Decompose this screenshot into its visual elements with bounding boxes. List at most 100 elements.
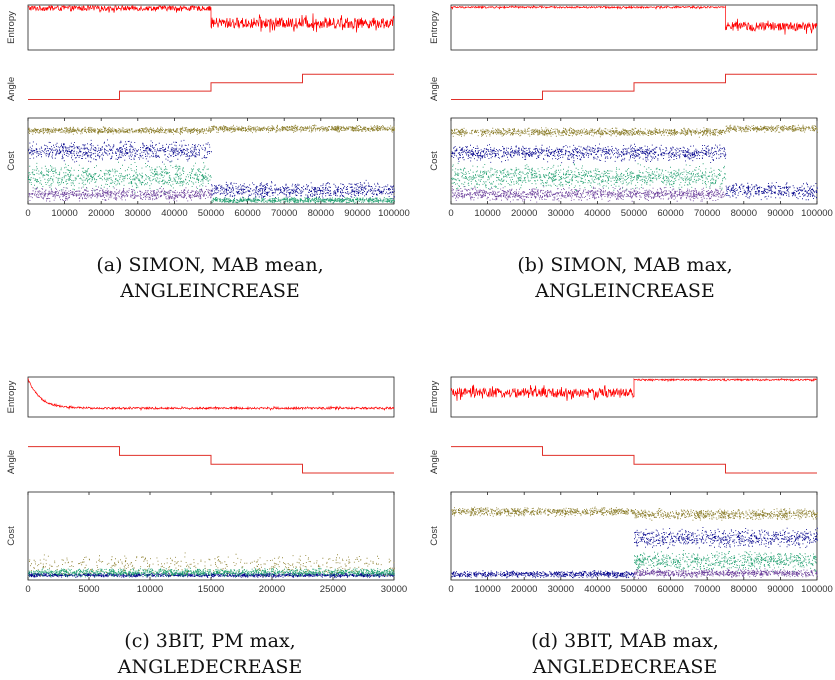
caption-d: (d) 3BIT, MAB max, ANGLEDECREASE bbox=[435, 628, 815, 680]
x-tick-label: 50000 bbox=[621, 584, 647, 595]
caption-a-line1: (a) SIMON, MAB mean, bbox=[96, 254, 324, 276]
cost-band-1 bbox=[28, 126, 212, 135]
entropy-series bbox=[27, 4, 395, 33]
x-tick-label: 30000 bbox=[125, 208, 151, 219]
x-tick-label: 20000 bbox=[88, 208, 114, 219]
entropy-series bbox=[450, 4, 818, 35]
cost-ylabel: Cost bbox=[6, 151, 17, 171]
cost-band-3 bbox=[634, 508, 818, 521]
cost-points bbox=[451, 506, 818, 579]
chart-svg: Entropy Angle Cost 0 5000 10000 15000 20000 2500… bbox=[6, 376, 407, 595]
entropy-series bbox=[450, 377, 818, 401]
cost-band-5 bbox=[211, 124, 395, 134]
cost-band-5 bbox=[634, 568, 818, 579]
angle-ylabel: Angle bbox=[429, 450, 440, 474]
entropy-axes bbox=[450, 376, 818, 418]
x-tick-label: 60000 bbox=[657, 208, 683, 219]
angle-series bbox=[28, 73, 394, 100]
x-tick-label: 20000 bbox=[259, 584, 285, 595]
x-tick-label: 80000 bbox=[308, 208, 334, 219]
x-tick-label: 100000 bbox=[801, 584, 833, 595]
cost-band-5 bbox=[725, 124, 818, 133]
panel-c: Entropy Angle Cost 0 5000 10000 15000 20000 2500… bbox=[0, 0, 417, 680]
x-tick-label: 100000 bbox=[378, 208, 410, 219]
caption-b-line1: (b) SIMON, MAB max, bbox=[517, 254, 733, 276]
x-tick-label: 10000 bbox=[474, 208, 500, 219]
cost-points bbox=[28, 552, 395, 579]
caption-c: (c) 3BIT, PM max, ANGLEDECREASE bbox=[20, 628, 400, 680]
x-tick-label: 30000 bbox=[381, 584, 407, 595]
angle-series bbox=[28, 446, 394, 474]
x-tick-label: 70000 bbox=[271, 208, 297, 219]
angle-ylabel: Angle bbox=[429, 77, 440, 101]
cost-band-1 bbox=[451, 506, 635, 518]
x-tick-label: 40000 bbox=[584, 208, 610, 219]
x-tick-label: 40000 bbox=[584, 584, 610, 595]
cost-band-4 bbox=[634, 550, 817, 573]
x-tick-label: 90000 bbox=[344, 208, 370, 219]
x-tick-label: 80000 bbox=[731, 584, 757, 595]
caption-c-line1: (c) 3BIT, PM max, bbox=[124, 630, 296, 652]
x-tick-label: 90000 bbox=[767, 208, 793, 219]
panel-b: Entropy Angle Cost 0 10000 20000 30000 40000 500… bbox=[0, 0, 835, 320]
x-tick-label: 0 bbox=[25, 208, 30, 219]
cost-band-2 bbox=[634, 527, 818, 549]
cost-band-0 bbox=[28, 572, 395, 579]
x-tick-label: 20000 bbox=[511, 208, 537, 219]
cost-band-6 bbox=[211, 197, 395, 204]
x-tick-label: 25000 bbox=[320, 584, 346, 595]
caption-b-line2: ANGLEINCREASE bbox=[535, 280, 715, 302]
cost-ylabel: Cost bbox=[6, 526, 17, 546]
cost-points bbox=[28, 124, 395, 204]
angle-ylabel: Angle bbox=[6, 450, 17, 474]
caption-a: (a) SIMON, MAB mean, ANGLEINCREASE bbox=[20, 252, 400, 304]
x-tick-label: 0 bbox=[25, 584, 30, 595]
panel-a: Entropy Angle Cost 0 10000 20000 30000 40000 500… bbox=[0, 0, 417, 320]
chart-svg: Entropy Angle Cost 0 10000 20000 30000 40000 500… bbox=[6, 4, 410, 219]
cost-band-0 bbox=[28, 139, 212, 163]
cost-band-1 bbox=[451, 127, 727, 138]
x-tick-label: 30000 bbox=[548, 584, 574, 595]
x-tick-label: 40000 bbox=[161, 208, 187, 219]
entropy-axes bbox=[450, 4, 818, 51]
caption-d-line2: ANGLEDECREASE bbox=[532, 656, 718, 678]
x-tick-label: 70000 bbox=[694, 584, 720, 595]
entropy-ylabel: Entropy bbox=[6, 380, 17, 413]
x-tick-label: 70000 bbox=[694, 208, 720, 219]
angle-series bbox=[451, 73, 817, 100]
x-tick-label: 0 bbox=[448, 208, 453, 219]
entropy-ylabel: Entropy bbox=[6, 11, 17, 44]
angle-ylabel: Angle bbox=[6, 77, 17, 101]
caption-a-line2: ANGLEINCREASE bbox=[120, 280, 300, 302]
caption-b: (b) SIMON, MAB max, ANGLEINCREASE bbox=[435, 252, 815, 304]
x-tick-label: 20000 bbox=[511, 584, 537, 595]
x-tick-label: 10000 bbox=[51, 208, 77, 219]
cost-band-2 bbox=[28, 161, 212, 194]
x-tick-label: 60000 bbox=[657, 584, 683, 595]
x-tick-label: 50000 bbox=[198, 208, 224, 219]
entropy-ylabel: Entropy bbox=[429, 11, 440, 44]
cost-points bbox=[451, 124, 818, 203]
x-tick-label: 0 bbox=[448, 584, 453, 595]
x-tick-label: 80000 bbox=[731, 208, 757, 219]
entropy-axes bbox=[27, 4, 395, 51]
entropy-ylabel: Entropy bbox=[429, 380, 440, 413]
x-tick-label: 30000 bbox=[548, 208, 574, 219]
cost-band-4 bbox=[725, 182, 818, 201]
x-tick-label: 60000 bbox=[234, 208, 260, 219]
cost-axes bbox=[450, 491, 818, 581]
caption-c-line2: ANGLEDECREASE bbox=[117, 656, 303, 678]
x-tick-label: 10000 bbox=[137, 584, 163, 595]
chart-svg: Entropy Angle Cost 0 10000 20000 30000 40000 500… bbox=[429, 4, 833, 219]
angle-series bbox=[451, 446, 817, 474]
caption-d-line1: (d) 3BIT, MAB max, bbox=[531, 630, 719, 652]
x-tick-label: 50000 bbox=[621, 208, 647, 219]
entropy-axes bbox=[27, 376, 395, 418]
cost-band-3 bbox=[451, 186, 726, 203]
cost-band-3 bbox=[28, 185, 212, 203]
x-tick-label: 5000 bbox=[78, 584, 99, 595]
cost-band-0 bbox=[451, 570, 635, 579]
x-tick-label: 10000 bbox=[474, 584, 500, 595]
